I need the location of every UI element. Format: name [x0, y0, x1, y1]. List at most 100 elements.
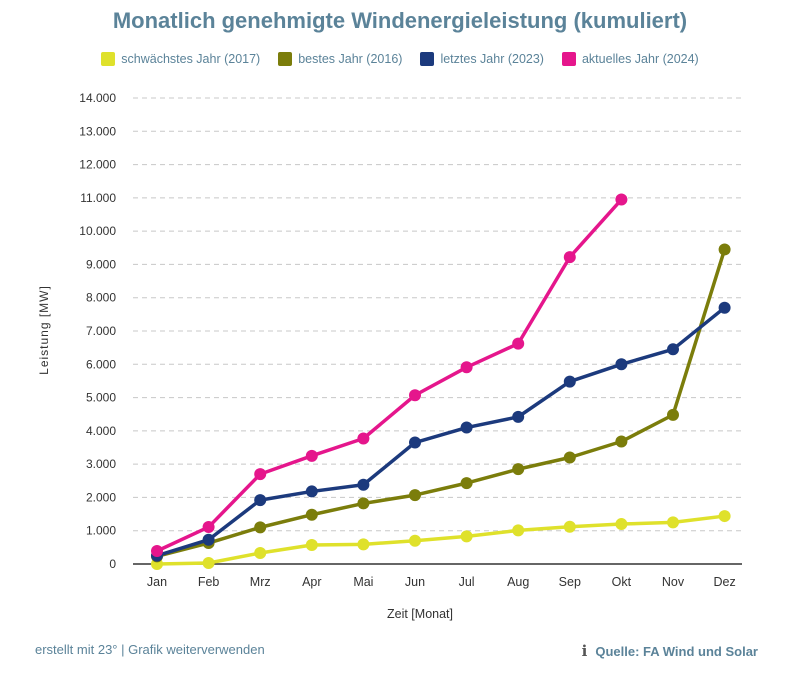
x-tick-label: Sep	[559, 575, 581, 589]
chart-title: Monatlich genehmigte Windenergieleistung…	[112, 8, 688, 33]
data-point[interactable]	[718, 301, 731, 314]
y-tick-label: 10.000	[79, 224, 116, 238]
info-icon[interactable]: i	[581, 642, 588, 660]
y-axis-label: Leistung [MW]	[37, 285, 51, 375]
y-tick-label: 5.000	[86, 391, 116, 405]
data-point[interactable]	[615, 193, 628, 206]
data-point[interactable]	[254, 547, 267, 560]
x-tick-label: Nov	[662, 575, 685, 589]
data-point[interactable]	[563, 520, 576, 533]
y-tick-label: 7.000	[86, 324, 116, 338]
x-axis-ticks: Jan Feb Mrz Apr Mai Jun Jul Aug Sep Okt Nov Dez	[147, 575, 736, 589]
data-point[interactable]	[512, 410, 525, 423]
data-point[interactable]	[357, 478, 370, 491]
source-text: Quelle: FA Wind und Solar	[595, 643, 758, 659]
data-point[interactable]	[615, 358, 628, 371]
x-tick-label: Aug	[507, 575, 529, 589]
data-point[interactable]	[202, 557, 215, 570]
x-axis-label: Zeit [Monat]	[387, 607, 453, 621]
x-tick-label: Okt	[612, 575, 632, 589]
data-point[interactable]	[718, 243, 731, 256]
data-point[interactable]	[563, 375, 576, 388]
x-tick-label: Mai	[353, 575, 373, 589]
data-point[interactable]	[563, 451, 576, 464]
y-tick-label: 14.000	[79, 91, 116, 105]
legend-label-2023: letztes Jahr (2023)	[440, 52, 544, 66]
data-point[interactable]	[254, 521, 267, 534]
data-point[interactable]	[305, 485, 318, 498]
y-tick-label: 11.000	[80, 191, 116, 205]
footer-source: i Quelle: FA Wind und Solar	[582, 642, 758, 660]
reuse-graphic-link[interactable]: weiterverwenden	[166, 642, 265, 657]
legend-item-2023[interactable]: letztes Jahr (2023)	[420, 52, 544, 66]
footer-credits: erstellt mit 23° | Grafik weiterverwende…	[35, 642, 265, 657]
data-point[interactable]	[202, 521, 215, 534]
data-point[interactable]	[254, 468, 267, 481]
legend-label-2017: schwächstes Jahr (2017)	[121, 52, 261, 66]
data-point[interactable]	[305, 449, 318, 462]
series-3	[151, 193, 628, 558]
series-line	[156, 198, 623, 553]
x-tick-label: Feb	[198, 575, 220, 589]
y-tick-label: 12.000	[79, 158, 116, 172]
data-point[interactable]	[409, 389, 421, 402]
data-point[interactable]	[615, 435, 628, 448]
y-tick-label: 8.000	[86, 291, 116, 305]
data-point[interactable]	[409, 534, 421, 547]
data-point[interactable]	[151, 545, 163, 558]
x-tick-label: Jul	[459, 575, 475, 589]
series-1	[151, 243, 731, 563]
data-point[interactable]	[512, 463, 525, 476]
y-axis-ticks: 0 1.000 2.000 3.000 4.000 5.000 6.000 7.000 8.00…	[79, 91, 116, 571]
data-point[interactable]	[667, 516, 679, 529]
data-point[interactable]	[409, 489, 421, 502]
data-point[interactable]	[202, 533, 215, 546]
data-point[interactable]	[254, 494, 267, 507]
y-tick-label: 13.000	[79, 124, 116, 138]
x-tick-label: Mrz	[250, 575, 271, 589]
data-point[interactable]	[357, 538, 370, 551]
line-chart: 0 1.000 2.000 3.000 4.000 5.000 6.000 7.000 8.00…	[37, 91, 742, 621]
legend-item-2024[interactable]: aktuelles Jahr (2024)	[561, 52, 699, 66]
data-point[interactable]	[409, 436, 421, 449]
data-point[interactable]	[460, 477, 473, 490]
data-point[interactable]	[460, 421, 473, 434]
series-0	[151, 510, 731, 570]
data-point[interactable]	[357, 497, 370, 510]
data-point[interactable]	[357, 432, 370, 445]
series-line	[156, 514, 725, 566]
series-group	[151, 193, 731, 570]
gridlines	[133, 97, 742, 532]
data-point[interactable]	[667, 408, 679, 421]
legend-label-2016: bestes Jahr (2016)	[298, 52, 403, 66]
created-with-text: erstellt mit 23° | Grafik	[35, 642, 163, 657]
data-point[interactable]	[563, 251, 576, 264]
legend: schwächstes Jahr (2017) bestes Jahr (201…	[0, 52, 800, 66]
x-tick-label: Apr	[302, 575, 321, 589]
data-point[interactable]	[667, 343, 679, 356]
data-point[interactable]	[512, 337, 525, 350]
x-tick-label: Dez	[713, 575, 735, 589]
data-point[interactable]	[718, 510, 731, 523]
series-line	[156, 306, 726, 558]
y-tick-label: 2.000	[86, 490, 116, 504]
legend-swatch-2016	[278, 52, 293, 66]
legend-item-2017[interactable]: schwächstes Jahr (2017)	[101, 52, 260, 66]
legend-item-2016[interactable]: bestes Jahr (2016)	[278, 52, 402, 66]
x-tick-label: Jun	[405, 575, 425, 589]
series-2	[151, 301, 731, 562]
data-point[interactable]	[460, 361, 473, 374]
y-tick-label: 9.000	[86, 257, 116, 271]
x-tick-label: Jan	[147, 575, 167, 589]
data-point[interactable]	[615, 518, 628, 531]
data-point[interactable]	[305, 539, 318, 552]
data-point[interactable]	[460, 530, 473, 543]
y-tick-label: 1.000	[86, 524, 116, 538]
legend-swatch-2024	[561, 52, 576, 66]
legend-swatch-2023	[420, 52, 435, 66]
legend-swatch-2017	[101, 52, 116, 66]
y-tick-label: 3.000	[86, 457, 116, 471]
data-point[interactable]	[512, 524, 525, 537]
data-point[interactable]	[305, 508, 318, 521]
y-tick-label: 6.000	[86, 357, 116, 371]
